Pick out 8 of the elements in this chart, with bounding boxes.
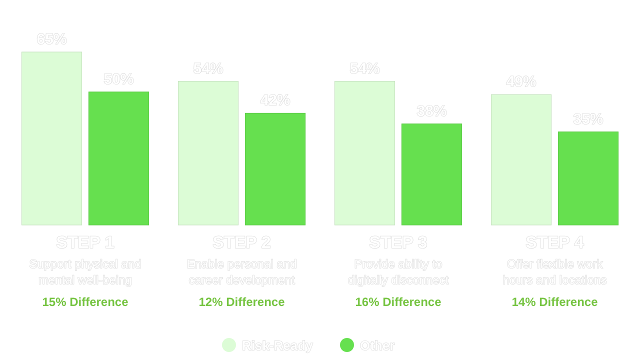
bar [334, 80, 396, 226]
bar [21, 52, 82, 226]
bar [244, 112, 306, 226]
bar [490, 94, 552, 226]
bar [178, 80, 239, 226]
bar [88, 92, 150, 226]
bar [401, 124, 462, 226]
bar [558, 132, 619, 226]
